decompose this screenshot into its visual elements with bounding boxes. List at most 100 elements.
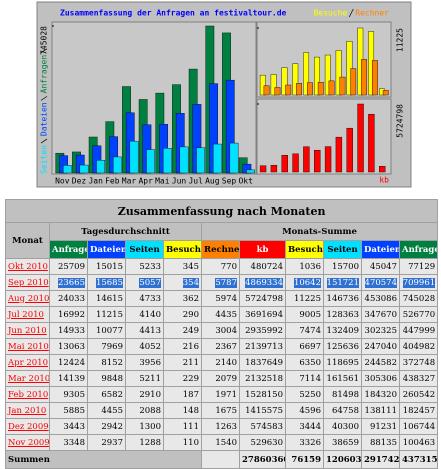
summary-table: Zusammenfassung nach Monaten Monat Tagesdu… [4, 199, 439, 469]
number: 2367 [215, 341, 237, 352]
number-cell: 3956 [125, 354, 164, 371]
number: 5787 [215, 277, 237, 288]
month-link[interactable]: Mai 2010 [8, 341, 49, 352]
month-link[interactable]: Mar 2010 [8, 373, 50, 384]
number-cell: 2937 [87, 434, 126, 451]
number-cell: 5211 [125, 370, 164, 387]
number: 347670 [364, 309, 397, 320]
group-row: Monat Tagesdurchschnitt Monats-Summe [5, 222, 439, 259]
number-cell: 2140 [201, 354, 240, 371]
number-cell: 9305 [49, 386, 88, 403]
number-cell: 4140 [125, 306, 164, 323]
number-cell: 8152 [87, 354, 126, 371]
bar [229, 142, 239, 174]
number-cell: 14139 [49, 370, 88, 387]
number: 4052 [139, 341, 161, 352]
number-cell: 187 [163, 386, 202, 403]
group-header: Tagesdurchschnitt [49, 222, 202, 241]
number-cell: 91231 [361, 418, 400, 435]
number-cell: 302325 [361, 322, 400, 339]
number: 453086 [364, 293, 397, 304]
number-cell: 3443 [49, 418, 88, 435]
month-cell: Feb 2010 [5, 386, 50, 403]
number-cell: 9848 [87, 370, 126, 387]
bar [196, 147, 206, 174]
month-link[interactable]: Sep 2010 [8, 277, 49, 288]
legend-entry: Besuche [314, 9, 348, 18]
month-link[interactable]: Nov 2009 [8, 437, 50, 448]
month-link[interactable]: Jan 2010 [8, 405, 47, 416]
month-cell: Mai 2010 [5, 338, 50, 355]
number: 7474 [299, 325, 321, 336]
month-cell: Okt 2010 [5, 258, 50, 275]
number-cell: 453086 [361, 290, 400, 307]
number-cell: 161561 [323, 370, 362, 387]
number-cell: 5787 [201, 274, 240, 291]
number-cell: 229 [163, 370, 202, 387]
column-row: AnfragenDateienSeitenBesucheRechnerkbBes… [6, 240, 439, 259]
number: 404982 [402, 341, 436, 352]
number: 4413 [139, 325, 161, 336]
number-cell: 3348 [49, 434, 88, 451]
total-cell: 27860360 [239, 450, 286, 469]
number: 5211 [139, 373, 161, 384]
x-tick-label: Aug [205, 177, 220, 186]
number-cell: 247040 [361, 338, 400, 355]
number: 2910 [139, 389, 161, 400]
legend-entry: Seiten [40, 145, 49, 174]
number-cell: 23665 [49, 274, 88, 291]
number-cell: 7969 [87, 338, 126, 355]
number-cell: 146736 [323, 290, 362, 307]
x-tick-label: Dez [72, 177, 87, 186]
number: 81498 [331, 389, 359, 400]
number: 247040 [364, 341, 397, 352]
number-cell: 6697 [285, 338, 324, 355]
x-tick-label: Apr [138, 177, 153, 186]
number-cell: 526770 [398, 306, 439, 323]
number: 1300 [139, 421, 161, 432]
number-cell: 2910 [125, 386, 164, 403]
number: 15700 [331, 261, 359, 272]
number: 745028 [402, 293, 436, 304]
month-link[interactable]: Jul 2010 [8, 309, 44, 320]
number: 2079 [215, 373, 237, 384]
number-cell: 438327 [398, 370, 439, 387]
bar [162, 148, 172, 174]
bar [62, 165, 72, 174]
x-tick-label: Nov [55, 177, 70, 186]
number-cell: 5885 [49, 402, 88, 419]
number-cell: 4413 [125, 322, 164, 339]
number: 7114 [299, 373, 321, 384]
legend-separator [40, 96, 48, 101]
month-link[interactable]: Okt 2010 [8, 261, 48, 272]
bar [357, 103, 364, 173]
month-link[interactable]: Feb 2010 [8, 389, 49, 400]
month-row: Jun 2010 14933 10077 4413 249 3004 2935992 7474… [5, 322, 439, 339]
bar [339, 76, 346, 96]
number: 6350 [299, 357, 321, 368]
column-header: Anfragen [49, 240, 88, 259]
column-header: Seiten [323, 240, 362, 259]
month-link[interactable]: Aug 2010 [8, 293, 50, 304]
legend-entry: Rechner [355, 9, 389, 18]
y-tick-label: 745028 [40, 26, 49, 55]
number-cell: 1540 [201, 434, 240, 451]
number-cell: 290 [163, 306, 202, 323]
month-row: Dez 2009 3443 2942 1300 111 1263 574583 3444 403… [5, 418, 439, 435]
month-link[interactable]: Jun 2010 [8, 325, 47, 336]
title-row: Zusammenfassung nach Monaten [4, 199, 439, 223]
number-cell: 15700 [323, 258, 362, 275]
group-header: Monats-Summe [200, 222, 439, 241]
number: 182457 [402, 405, 436, 416]
month-row: Sep 2010 23665 15685 5057 354 5787 4869334 1064… [5, 274, 439, 291]
number-cell: 6350 [285, 354, 324, 371]
month-link[interactable]: Dez 2009 [8, 421, 49, 432]
month-row: Feb 2010 9305 6582 2910 187 1971 1528150 5250 81… [5, 386, 439, 403]
month-row: Nov 2009 3348 2937 1288 110 1540 529630 3326 386… [5, 434, 439, 451]
month-header: Monat [5, 222, 50, 259]
month-link[interactable]: Apr 2010 [8, 357, 48, 368]
number: 125636 [326, 341, 359, 352]
bar [368, 113, 375, 173]
number: 38659 [331, 437, 359, 448]
number: 5724798 [245, 293, 283, 304]
